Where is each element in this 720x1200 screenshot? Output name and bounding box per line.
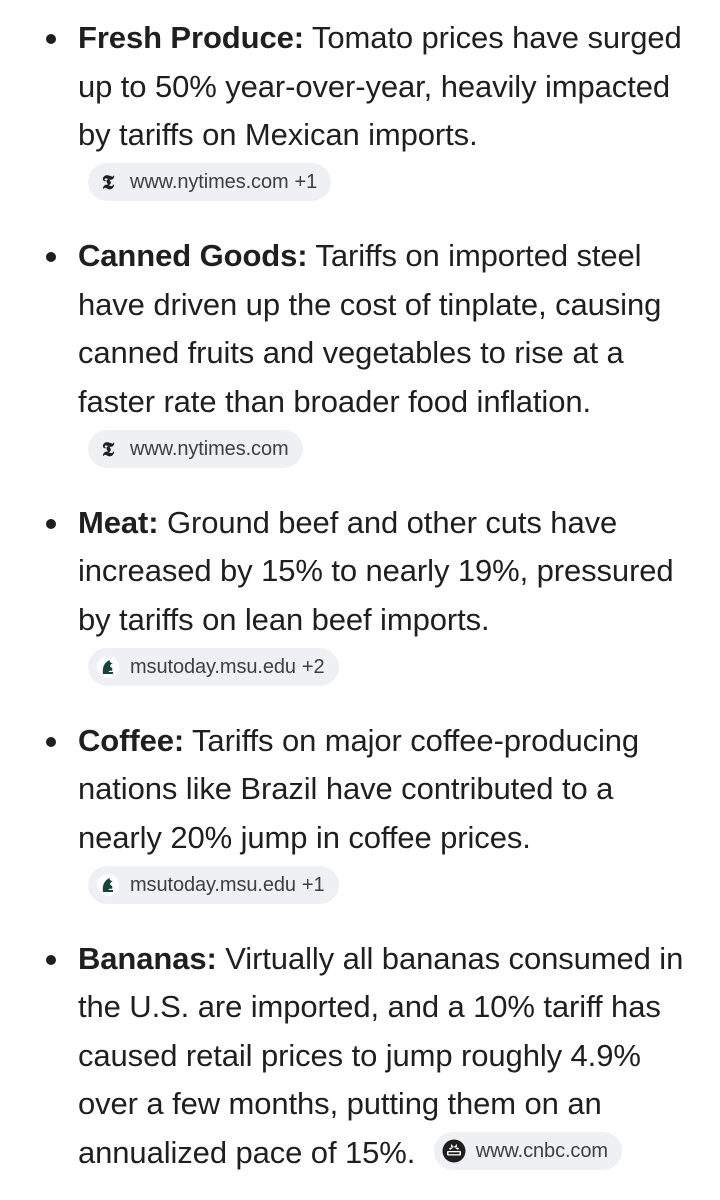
source-chip[interactable]: www.cnbc.com <box>433 1132 622 1171</box>
item-text: Tariffs on major coffee-producing nation… <box>78 722 640 855</box>
item-text: Tariffs on imported steel have driven up… <box>78 238 662 419</box>
chip-source-label: msutoday.msu.edu <box>130 873 296 896</box>
msu-spartan-logo-icon <box>96 655 120 679</box>
chip-count: +1 <box>294 171 318 194</box>
msu-spartan-logo-icon <box>96 873 120 897</box>
item-text: Tomato prices have surged up to 50% year… <box>78 20 682 152</box>
source-chip[interactable]: msutoday.msu.edu +1 <box>88 865 339 904</box>
bullet-dot <box>46 252 56 262</box>
chip-source-label: www.nytimes.com <box>130 437 289 460</box>
source-chip[interactable]: 𝕿 www.nytimes.com +1 <box>88 163 332 202</box>
bullet-dot <box>46 954 56 965</box>
chip-source-label: msutoday.msu.edu <box>130 655 296 678</box>
cnbc-logo-icon <box>442 1139 466 1163</box>
source-chip[interactable]: msutoday.msu.edu +2 <box>88 647 339 686</box>
item-title: Meat: <box>78 504 159 540</box>
chip-source-label: www.cnbc.com <box>475 1140 608 1163</box>
bullet-dot <box>46 34 56 44</box>
bullet-dot <box>46 518 56 529</box>
list-item-fresh-produce: Fresh Produce: Tomato prices have surged… <box>0 14 720 208</box>
chip-count: +1 <box>301 873 325 896</box>
item-title: Canned Goods: <box>78 238 308 273</box>
nytimes-logo-icon: 𝕿 <box>96 437 120 461</box>
nytimes-logo-icon: 𝕿 <box>96 170 120 194</box>
list-item-canned-goods: Canned Goods: Tariffs on imported steel … <box>0 232 720 475</box>
source-chip[interactable]: 𝕿 www.nytimes.com <box>88 429 303 468</box>
item-title: Bananas: <box>78 940 217 976</box>
chip-source-label: www.nytimes.com <box>130 171 289 194</box>
list-item-meat: Meat: Ground beef and other cuts have in… <box>0 499 720 693</box>
svg-text:𝕿: 𝕿 <box>102 171 115 193</box>
bullet-list: Fresh Produce: Tomato prices have surged… <box>0 14 720 1177</box>
item-text: Virtually all bananas consumed in the U.… <box>78 940 684 1170</box>
list-item-bananas: Bananas: Virtually all bananas consumed … <box>0 935 720 1178</box>
svg-text:𝕿: 𝕿 <box>102 438 115 460</box>
bullet-dot <box>46 736 56 747</box>
list-item-coffee: Coffee: Tariffs on major coffee-producin… <box>0 717 720 911</box>
item-text: Ground beef and other cuts have increase… <box>78 504 674 637</box>
item-title: Fresh Produce: <box>78 20 304 55</box>
item-title: Coffee: <box>78 722 185 758</box>
chip-count: +2 <box>301 655 325 678</box>
